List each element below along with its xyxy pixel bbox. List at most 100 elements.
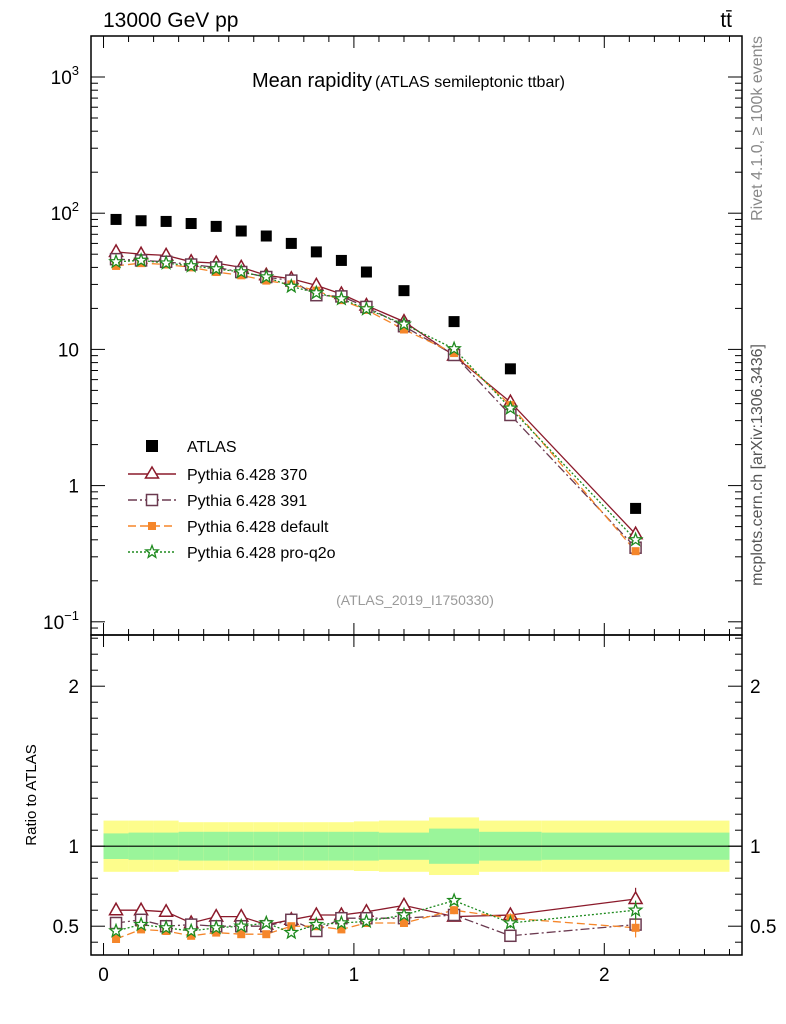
x-tick-label: 0 (98, 965, 109, 986)
mc-curve-ratio (115, 899, 636, 934)
plot-title: Mean rapidity (252, 70, 372, 92)
data-point-atlas (360, 266, 372, 278)
legend-label-370: Pythia 6.428 370 (187, 467, 307, 484)
legend-marker-data (146, 440, 158, 452)
mc-point-ratio (112, 935, 121, 943)
mc-point-ratio (283, 924, 300, 940)
mc-point-ratio (108, 922, 124, 938)
mc-point-ratio (237, 930, 246, 939)
ratio-frame (90, 634, 743, 956)
mc-point-ratio (308, 916, 325, 932)
mc-point-ratio (399, 919, 408, 927)
mc-point-main (446, 340, 462, 356)
y-tick-label-main: 10 (58, 340, 79, 361)
mc-curve-ratio (115, 909, 636, 940)
legend-label-391: Pythia 6.428 391 (187, 493, 307, 510)
mc-point-main (399, 325, 408, 334)
data-point-atlas (210, 220, 222, 232)
mc-point-main (233, 263, 250, 279)
data-point-atlas (110, 213, 122, 225)
y-tick-label-ratio-right: 2 (750, 677, 761, 698)
y-tick-exponent: 2 (72, 199, 79, 214)
data-point-atlas (504, 363, 516, 375)
mc-point-ratio (396, 906, 412, 922)
data-point-atlas (335, 254, 347, 266)
mc-point-ratio (631, 923, 640, 932)
legend-marker-370 (144, 465, 160, 479)
header-collision: 13000 GeV pp (103, 9, 238, 32)
data-points (108, 213, 644, 943)
data-point-atlas (398, 285, 410, 297)
mc-point-ratio (208, 919, 225, 935)
mc-point-ratio (258, 914, 275, 930)
uncertainty-bands (91, 817, 742, 875)
data-point-atlas (448, 316, 460, 328)
mc-point-ratio (504, 929, 517, 943)
mcplots-credit: mcplots.cern.ch [arXiv:1306.3436] (749, 344, 766, 586)
ratio-axis-label: Ratio to ATLAS (23, 744, 40, 845)
mc-point-ratio (133, 901, 149, 916)
mc-point-ratio (446, 892, 462, 908)
y-tick-exponent: −1 (64, 608, 79, 623)
data-point-atlas (260, 230, 272, 242)
mc-point-ratio (133, 916, 150, 932)
data-point-atlas (235, 225, 247, 237)
y-tick-label-ratio: 2 (68, 677, 79, 698)
mc-point-main (502, 399, 519, 416)
mc-point-ratio (502, 914, 519, 930)
y-tick-label-main: 10−1 (43, 608, 79, 634)
mc-point-ratio (450, 906, 459, 915)
mc-point-ratio (627, 901, 644, 918)
plot-subtitle: (ATLAS semileptonic ttbar) (375, 74, 565, 91)
legend: ATLAS Pythia 6.428 370 Pythia 6.428 391 … (128, 439, 336, 562)
mc-point-ratio (208, 908, 224, 922)
mc-point-ratio (337, 925, 346, 934)
legend-label-data: ATLAS (187, 439, 237, 456)
mc-point-ratio (158, 903, 174, 918)
analysis-watermark: (ATLAS_2019_I1750330) (336, 592, 494, 608)
mc-point-main (258, 268, 275, 284)
mc-point-ratio (233, 917, 250, 934)
y-tick-label-ratio: 0.5 (53, 917, 79, 938)
mc-point-ratio (158, 919, 175, 935)
mc-point-main (208, 260, 225, 276)
x-tick-label: 2 (599, 965, 610, 986)
y-tick-label-ratio: 1 (68, 837, 79, 858)
mc-point-ratio (187, 931, 196, 940)
mc-point-main (108, 253, 124, 269)
mc-point-main (358, 300, 375, 316)
mc-curve-main (115, 251, 637, 535)
y-tick-label-ratio-right: 0.5 (750, 917, 776, 938)
y-tick-label-main: 1 (68, 477, 79, 498)
data-point-atlas (135, 215, 147, 227)
mc-point-ratio (333, 914, 350, 930)
mc-point-ratio (262, 930, 271, 939)
data-point-atlas (310, 246, 322, 258)
mc-point-main (308, 284, 325, 300)
mc-point-ratio (183, 922, 200, 938)
data-point-atlas (185, 218, 197, 230)
mc-point-main (262, 276, 271, 285)
mc-point-main (283, 278, 300, 294)
legend-label-default: Pythia 6.428 default (187, 519, 329, 536)
mc-point-ratio (108, 901, 124, 916)
mc-point-ratio (212, 928, 221, 937)
mc-point-main (112, 261, 121, 270)
header-process: tt̄ (720, 9, 732, 32)
y-tick-label-main: 103 (51, 63, 79, 89)
data-point-atlas (630, 502, 642, 514)
mc-point-main (158, 254, 175, 270)
mc-point-main (133, 252, 150, 268)
mc-point-main (333, 290, 350, 306)
y-tick-exponent: 3 (72, 63, 79, 78)
legend-marker-default (148, 522, 156, 530)
data-point-atlas (285, 237, 297, 249)
legend-marker-391 (145, 493, 159, 507)
mc-point-main (183, 257, 200, 273)
axes: 0 1 2 10−1 1 10 102 103 0.5 0.5 1 1 2 2 (43, 35, 776, 986)
rivet-version-label: Rivet 4.1.0, ≥ 100k events (749, 36, 766, 221)
mc-point-main (396, 315, 412, 331)
legend-label-proq2o: Pythia 6.428 pro-q2o (187, 545, 336, 562)
mc-point-ratio (358, 913, 375, 929)
